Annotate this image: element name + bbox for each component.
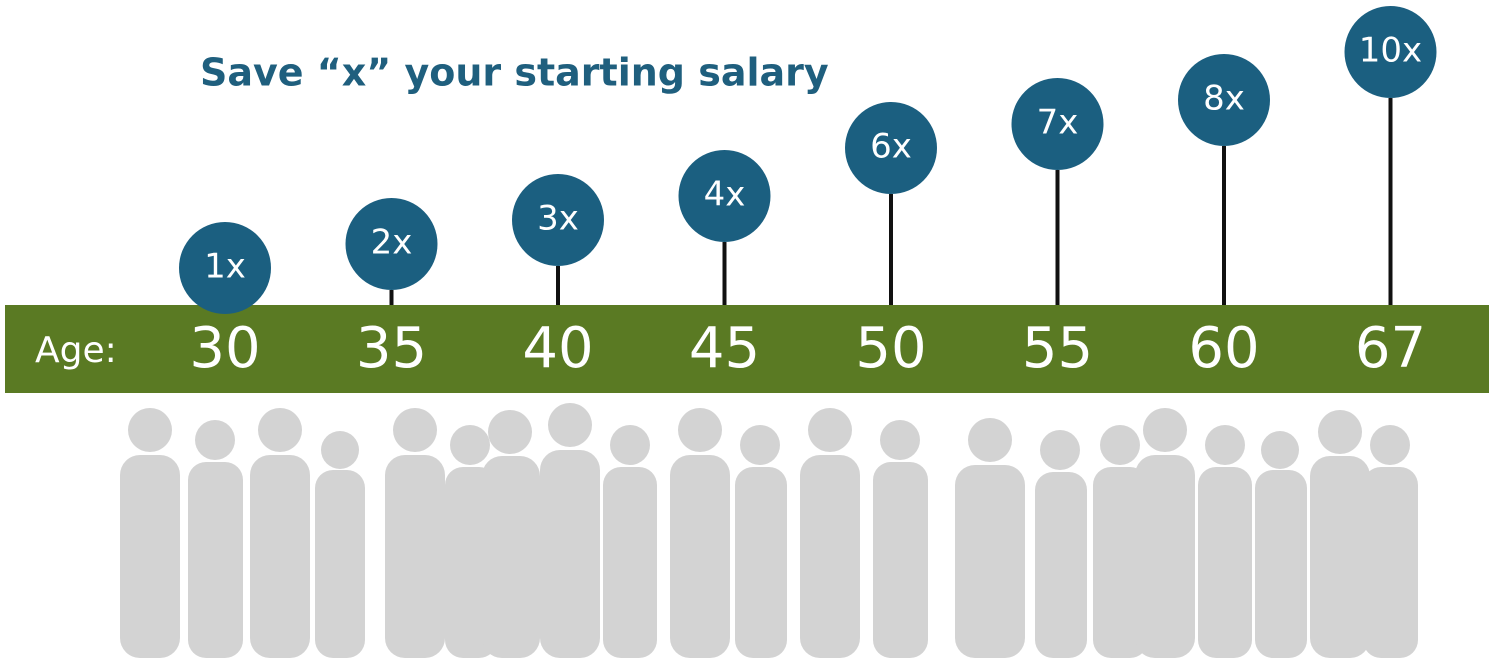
lollipop-head bbox=[512, 174, 604, 266]
x-tick-label: 30 bbox=[189, 316, 260, 381]
value-label: 8x bbox=[1203, 79, 1245, 119]
chart-title: Save “x” your starting salary bbox=[200, 51, 829, 95]
lollipop-head bbox=[845, 102, 937, 194]
lollipop-head bbox=[179, 222, 271, 314]
value-label: 4x bbox=[704, 175, 746, 215]
age-band bbox=[5, 305, 1489, 393]
x-tick-label: 35 bbox=[356, 316, 427, 381]
value-label: 10x bbox=[1359, 31, 1422, 71]
x-tick-label: 45 bbox=[689, 316, 760, 381]
crowd-silhouettes bbox=[120, 403, 1418, 658]
value-label: 6x bbox=[870, 127, 912, 167]
x-tick-label: 55 bbox=[1022, 316, 1093, 381]
lollipop-head bbox=[1344, 6, 1437, 98]
value-label: 3x bbox=[537, 199, 579, 239]
x-tick-label: 60 bbox=[1188, 316, 1259, 381]
value-label: 1x bbox=[204, 247, 246, 287]
value-label: 7x bbox=[1037, 103, 1079, 143]
value-label: 2x bbox=[371, 223, 413, 263]
x-axis-label: Age: bbox=[35, 330, 117, 371]
lollipop-head bbox=[1011, 78, 1104, 170]
x-tick-label: 40 bbox=[522, 316, 593, 381]
x-tick-label: 67 bbox=[1355, 316, 1426, 381]
x-tick-label: 50 bbox=[855, 316, 926, 381]
lollipop-head bbox=[345, 198, 438, 290]
lollipop-head bbox=[1178, 54, 1270, 146]
lollipop-head bbox=[678, 150, 771, 242]
